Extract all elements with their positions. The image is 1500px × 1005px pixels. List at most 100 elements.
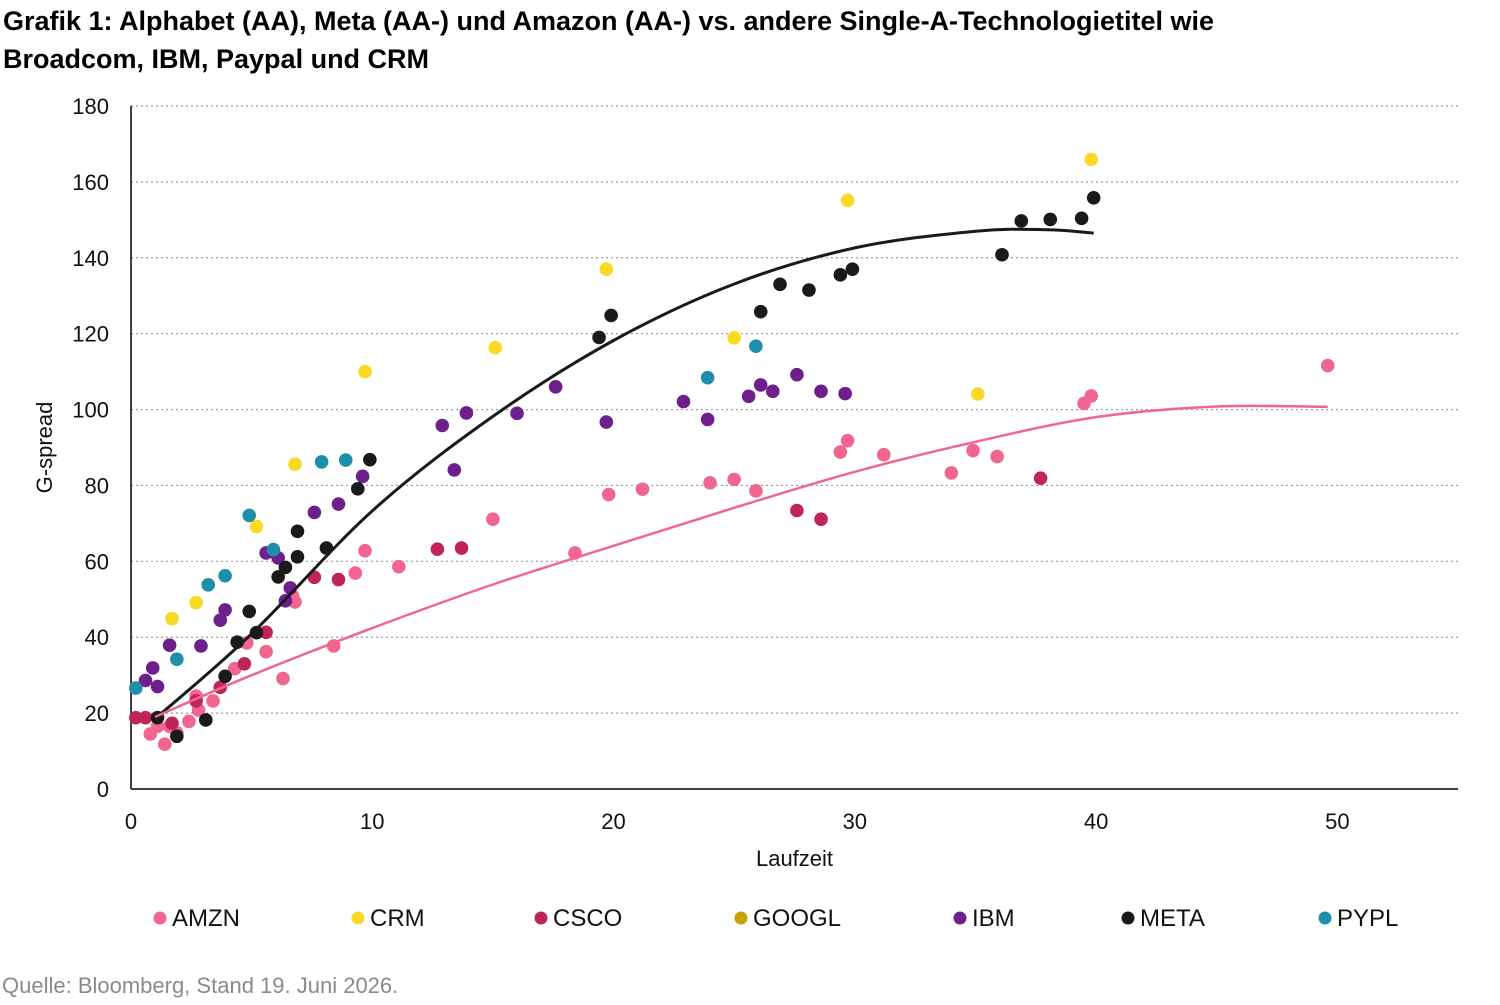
data-point-crm xyxy=(165,611,179,626)
data-point-pypl xyxy=(170,652,184,667)
data-point-meta xyxy=(592,330,606,345)
y-tick-label: 120 xyxy=(72,322,109,347)
data-point-amzn xyxy=(966,443,980,458)
data-point-ibm xyxy=(838,386,852,401)
x-tick-label: 30 xyxy=(843,809,867,834)
legend-label-ibm: IBM xyxy=(972,905,1015,932)
data-point-pypl xyxy=(129,681,143,695)
data-point-amzn xyxy=(840,433,855,448)
y-tick-label: 100 xyxy=(72,398,109,423)
data-point-crm xyxy=(840,193,855,208)
data-point-amzn xyxy=(358,543,372,558)
data-point-meta xyxy=(604,308,618,323)
legend-label-meta: META xyxy=(1140,905,1205,932)
data-point-meta xyxy=(845,262,860,276)
data-point-pypl xyxy=(338,453,353,467)
chart-title-line-2: Broadcom, IBM, Paypal und CRM xyxy=(3,44,430,74)
data-point-amzn xyxy=(876,447,891,462)
data-point-csco xyxy=(259,625,273,640)
x-tick-label: 0 xyxy=(125,809,137,834)
data-point-meta xyxy=(995,247,1009,262)
x-tick-label: 40 xyxy=(1084,809,1108,834)
data-point-meta xyxy=(249,625,264,640)
data-point-ibm xyxy=(447,463,462,477)
y-tick-label: 20 xyxy=(85,701,109,726)
data-point-crm xyxy=(488,340,503,355)
chart-title: Grafik 1: Alphabet (AA), Meta (AA-) und … xyxy=(3,2,1493,78)
data-point-amzn xyxy=(727,472,741,487)
legend-marker-csco xyxy=(534,911,548,925)
data-point-ibm xyxy=(150,679,165,694)
data-point-crm xyxy=(1084,152,1099,167)
data-point-crm xyxy=(727,331,741,345)
trendline-amzn xyxy=(154,404,1328,719)
y-axis-title: G-spread xyxy=(32,402,57,494)
data-point-pypl xyxy=(201,578,216,592)
data-point-amzn xyxy=(749,483,763,498)
data-point-pypl xyxy=(749,339,763,353)
data-point-ibm xyxy=(548,379,563,394)
data-point-csco xyxy=(430,542,445,556)
data-point-amzn xyxy=(1320,358,1335,373)
y-tick-label: 180 xyxy=(72,94,109,119)
data-point-ibm xyxy=(510,406,524,421)
data-point-crm xyxy=(288,457,302,471)
x-axis-title: Laufzeit xyxy=(756,846,833,871)
data-point-amzn xyxy=(1084,389,1099,403)
data-point-amzn xyxy=(206,694,220,708)
data-point-meta xyxy=(290,524,305,539)
data-point-ibm xyxy=(355,469,370,484)
data-point-ibm xyxy=(814,384,828,399)
data-point-meta xyxy=(218,669,232,684)
data-point-ibm xyxy=(765,384,780,399)
data-point-amzn xyxy=(259,644,273,659)
data-point-csco xyxy=(1033,471,1048,486)
data-point-meta xyxy=(753,304,768,319)
data-point-ibm xyxy=(435,418,450,433)
data-point-crm xyxy=(971,387,985,401)
data-point-amzn xyxy=(276,671,290,686)
data-point-amzn xyxy=(944,466,959,480)
x-tick-label: 20 xyxy=(601,809,625,834)
legend-marker-pypl xyxy=(1318,911,1332,925)
data-point-amzn xyxy=(703,475,717,490)
data-point-amzn xyxy=(182,714,196,729)
data-point-meta xyxy=(363,452,377,467)
data-point-meta xyxy=(278,560,293,575)
data-point-crm xyxy=(358,364,372,379)
legend-label-pypl: PYPL xyxy=(1337,905,1398,932)
data-point-meta xyxy=(833,268,848,282)
data-point-amzn xyxy=(157,737,172,752)
y-tick-label: 140 xyxy=(72,246,109,271)
data-point-ibm xyxy=(753,378,768,392)
data-point-ibm xyxy=(194,639,208,653)
data-point-ibm xyxy=(218,603,232,617)
data-point-amzn xyxy=(486,512,500,527)
data-point-crm xyxy=(249,519,264,534)
data-point-csco xyxy=(129,710,143,725)
data-point-ibm xyxy=(741,389,756,404)
legend-marker-meta xyxy=(1121,911,1135,925)
trendline-meta xyxy=(154,227,1094,720)
data-point-meta xyxy=(170,729,184,744)
data-point-meta xyxy=(1014,214,1029,228)
chart-title-line-1: Grafik 1: Alphabet (AA), Meta (AA-) und … xyxy=(3,6,1215,36)
legend-marker-crm xyxy=(351,911,365,925)
y-tick-label: 60 xyxy=(85,549,109,574)
data-point-amzn xyxy=(392,559,406,574)
legend-marker-amzn xyxy=(153,911,167,925)
data-point-ibm xyxy=(307,505,322,520)
data-point-meta xyxy=(271,570,285,584)
data-point-ibm xyxy=(145,661,160,675)
data-point-pypl xyxy=(700,370,715,385)
legend-marker-ibm xyxy=(953,911,967,925)
x-tick-label: 50 xyxy=(1325,809,1349,834)
data-point-meta xyxy=(242,604,257,619)
legend-label-googl: GOOGL xyxy=(753,905,841,932)
data-point-meta xyxy=(290,549,305,564)
data-point-ibm xyxy=(138,673,153,688)
data-point-ibm xyxy=(599,415,614,429)
legend-label-crm: CRM xyxy=(370,905,425,932)
data-point-csco xyxy=(814,512,828,527)
